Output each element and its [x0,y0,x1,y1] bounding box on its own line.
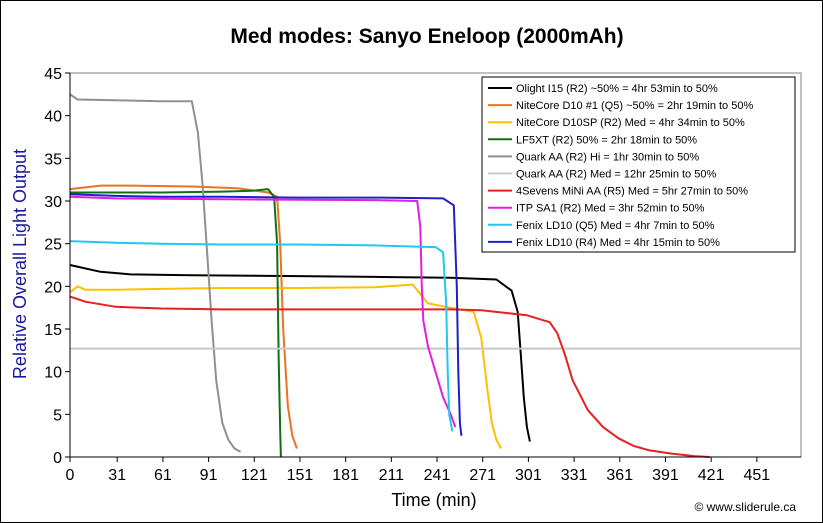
y-tick-label-7: 35 [44,151,62,168]
x-tick-label-8: 241 [424,467,451,484]
y-tick-label-3: 15 [44,322,62,339]
x-tick-label-2: 61 [154,467,172,484]
x-tick-label-12: 361 [606,467,633,484]
legend-entry-5: Quark AA (R2) Med = 12hr 25min to 50% [516,169,716,181]
x-tick-label-7: 211 [379,467,405,484]
series-line-9 [69,193,463,436]
legend-entry-9: Fenix LD10 (R4) Med = 4hr 15min to 50% [516,237,720,249]
x-tick-label-13: 391 [652,467,679,484]
y-tick-label-1: 5 [53,407,62,424]
x-tick-label-6: 181 [332,467,359,484]
x-tick-label-3: 91 [200,467,218,484]
y-tick-label-4: 20 [44,279,62,296]
legend: Olight I15 (R2) ~50% = 4hr 53min to 50% N… [481,76,796,253]
plot-area: 0 5 10 15 20 25 30 35 40 45 0 31 61 91 121 151 181 211 241… [44,66,802,484]
y-tick-label-0: 0 [53,450,62,467]
y-tick-label-5: 25 [44,237,62,254]
y-tick-label-9: 45 [44,66,62,83]
series-line-4 [69,93,242,453]
legend-box [481,76,796,253]
series-line-0 [69,264,531,442]
legend-entry-8: Fenix LD10 (Q5) Med = 4hr 7min to 50% [516,220,715,232]
series-line-8 [69,240,454,432]
x-tick-label-11: 331 [561,467,588,484]
x-tick-label-0: 0 [66,467,75,484]
x-tick-label-14: 421 [698,467,725,484]
copyright-credit: © www.sliderule.ca [694,500,796,514]
x-tick-label-10: 301 [515,467,542,484]
y-axis-title: Relative Overall Light Output [10,149,30,379]
legend-entry-6: 4Sevens MiNi AA (R5) Med = 5hr 27min to … [516,186,748,198]
legend-entry-2: NiteCore D10SP (R2) Med = 4hr 34min to 5… [516,117,745,129]
series-line-2 [69,283,502,449]
x-axis-title: Time (min) [391,490,476,510]
x-tick-label-1: 31 [108,467,126,484]
x-tick-label-15: 451 [743,467,770,484]
series-line-7 [69,195,457,428]
y-tick-label-6: 30 [44,194,62,211]
legend-entry-0: Olight I15 (R2) ~50% = 4hr 53min to 50% [516,83,718,95]
x-tick-label-4: 121 [241,467,268,484]
series-line-3 [70,188,282,458]
chart-title: Med modes: Sanyo Eneloop (2000mAh) [230,25,623,48]
x-tick-label-9: 271 [469,467,496,484]
legend-entry-7: ITP SA1 (R2) Med = 3hr 52min to 50% [516,203,705,215]
legend-entry-1: NiteCore D10 #1 (Q5) ~50% = 2hr 19min to… [516,100,753,112]
legend-entry-4: Quark AA (R2) Hi = 1hr 30min to 50% [516,151,699,163]
x-tick-label-5: 151 [287,467,314,484]
y-tick-label-2: 10 [44,365,62,382]
y-tick-label-8: 40 [44,109,62,126]
legend-entry-3: LF5XT (R2) 50% = 2hr 18min to 50% [516,134,697,146]
series-line-6 [69,295,710,458]
